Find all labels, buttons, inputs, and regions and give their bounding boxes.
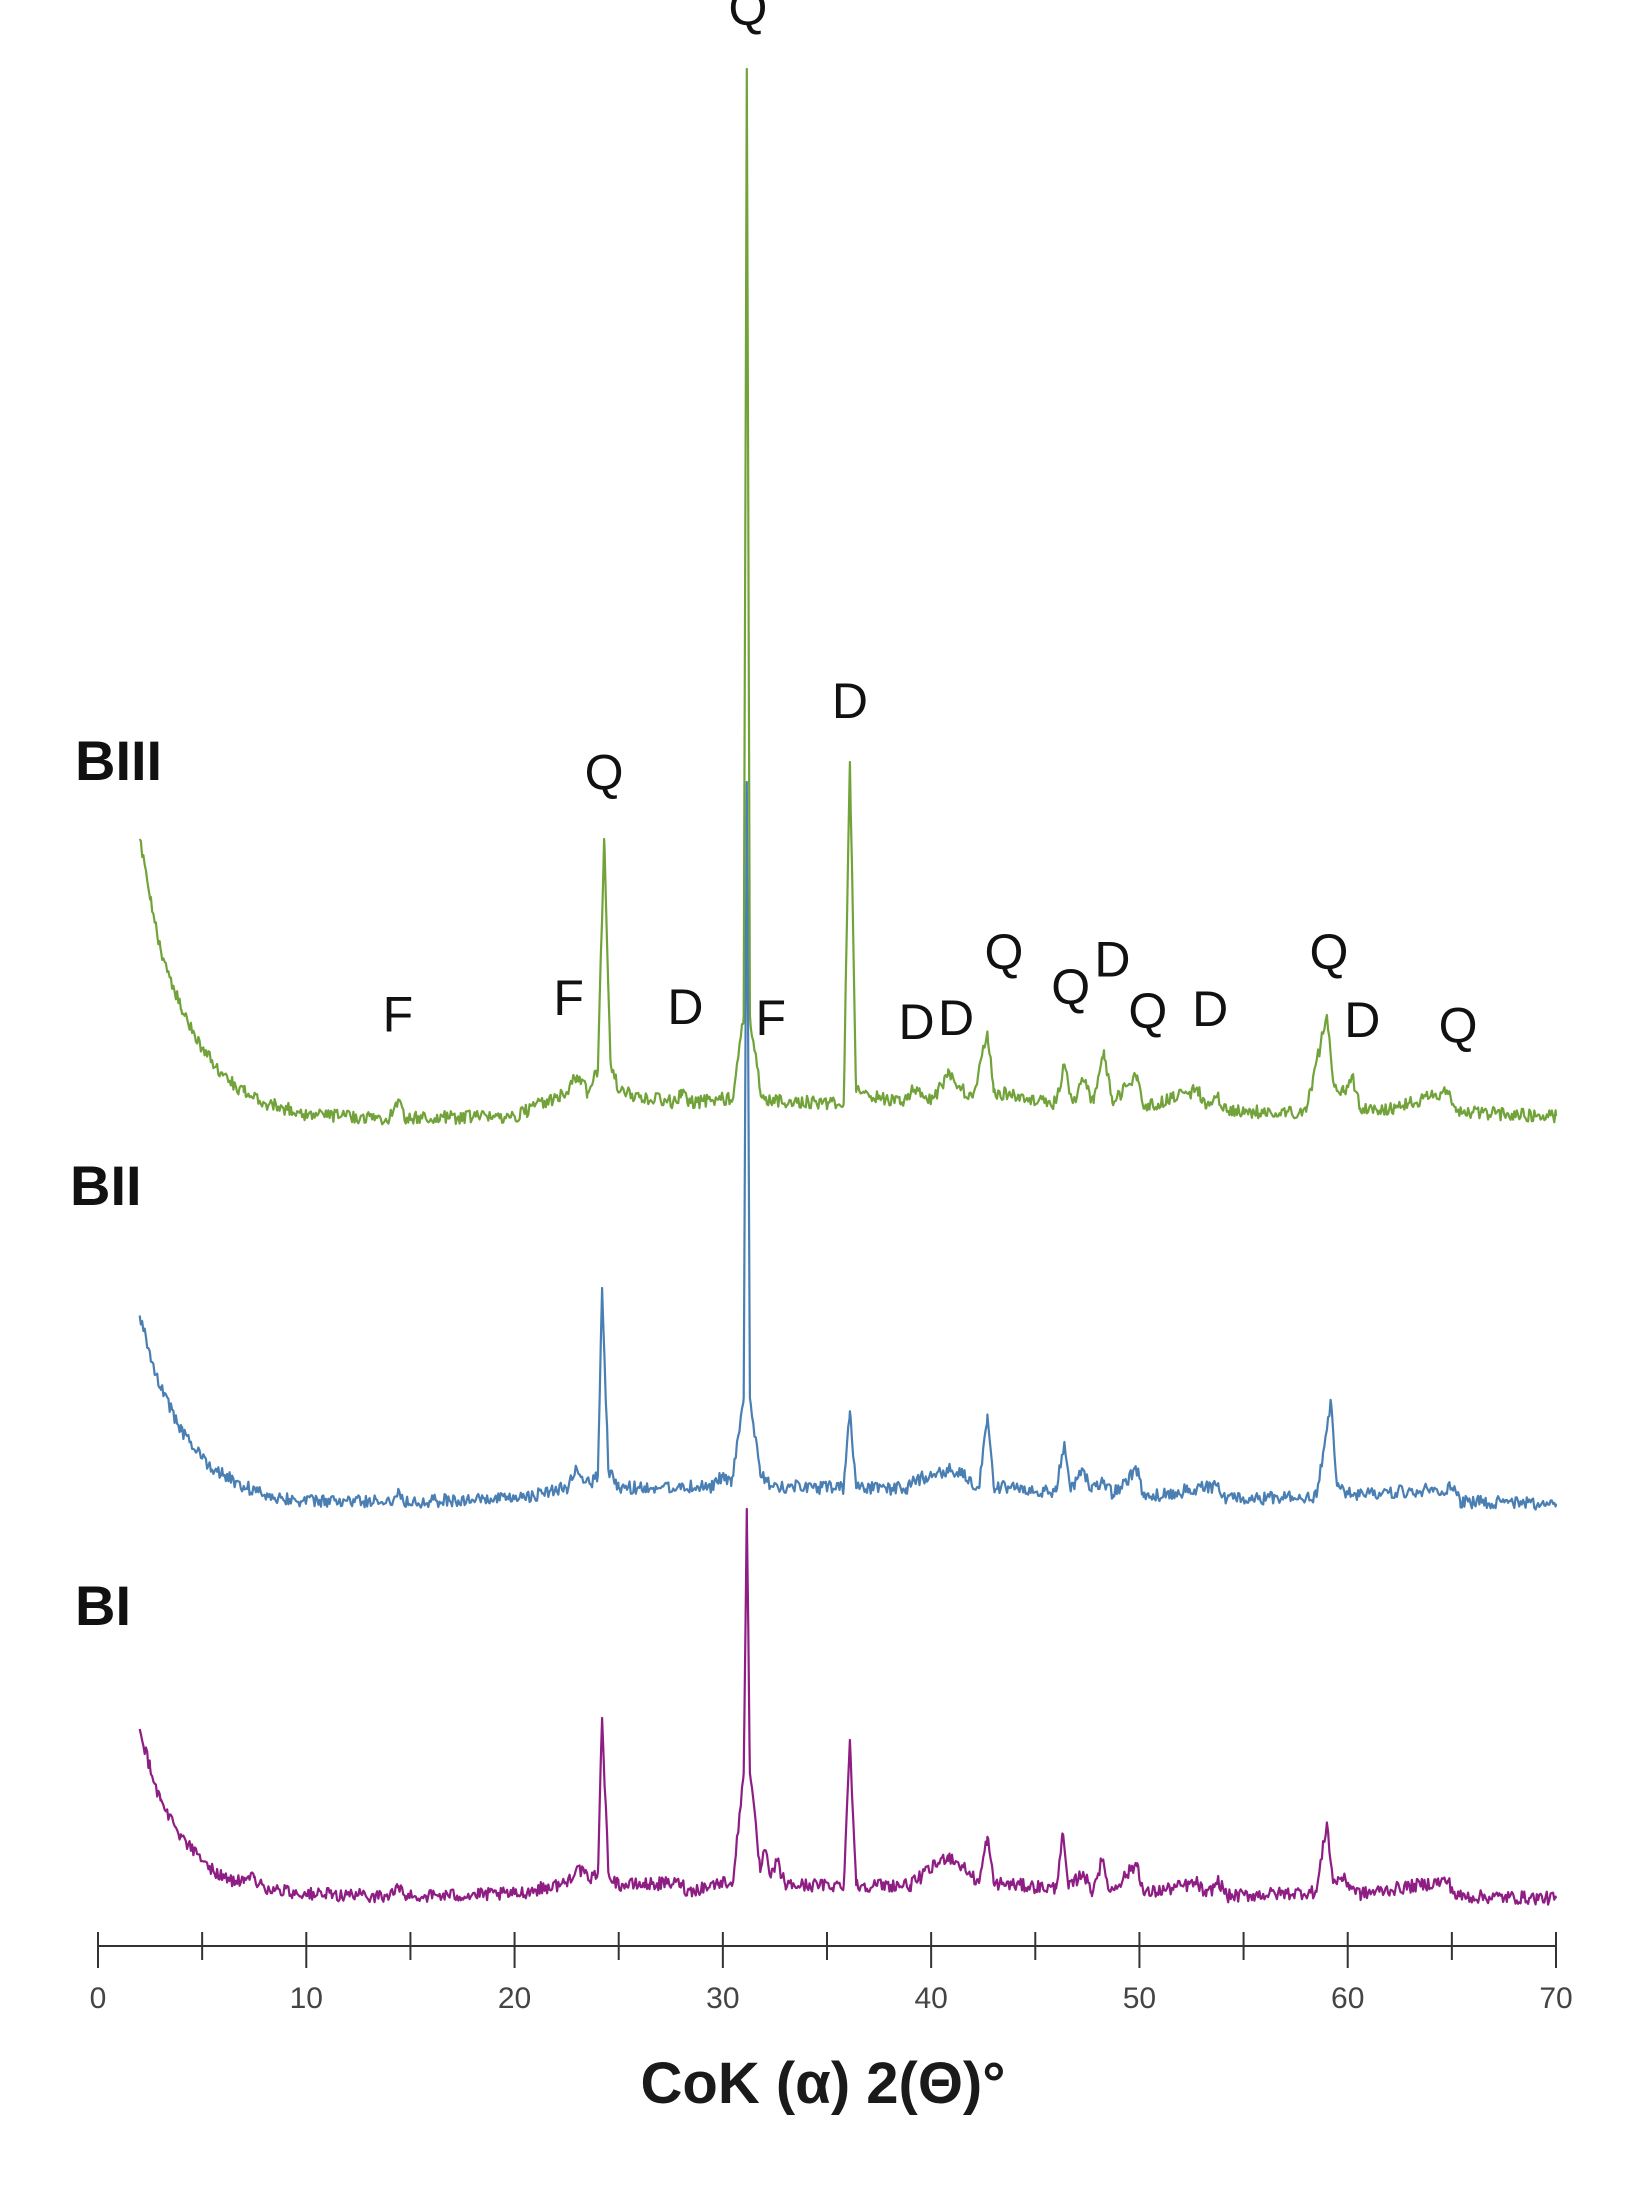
peak-label-q-16: Q [1439,998,1478,1054]
peak-label-f-4: F [553,970,584,1026]
x-tick-label-70: 70 [1539,1982,1572,2015]
peak-label-d-15: D [1344,992,1380,1048]
x-tick-label-50: 50 [1123,1982,1156,2015]
peak-label-d-7: D [899,994,935,1050]
x-axis-title: CoK (α) 2(Θ)° [641,2051,1006,2116]
peak-label-q-0: Q [728,0,767,36]
peak-label-q-10: Q [1051,959,1090,1015]
x-axis: 0 10 20 30 40 50 60 70 [90,1932,1573,2015]
series-label-bi: BI [75,1574,131,1637]
series-line-bii [138,780,1558,1511]
x-tick-label-40: 40 [914,1982,947,2015]
series-line-biii [138,67,1558,1126]
series-line-bi [138,1507,1558,1906]
peak-label-q-1: Q [585,745,624,801]
peak-label-d-11: D [1094,932,1130,988]
peak-label-d-8: D [938,990,974,1046]
peak-label-f-3: F [383,987,414,1043]
peak-label-q-14: Q [1310,924,1349,980]
peak-label-d-5: D [667,979,703,1035]
x-tick-label-30: 30 [706,1982,739,2015]
peak-label-d-13: D [1192,981,1228,1037]
peak-label-f-6: F [756,990,787,1046]
series-label-layer: BIII BII BI [70,729,162,1637]
peak-label-q-12: Q [1128,983,1167,1039]
x-tick-label-20: 20 [498,1982,531,2015]
series-label-biii: BIII [75,729,162,792]
peak-label-q-9: Q [985,924,1024,980]
peak-label-d-2: D [832,673,868,729]
x-tick-label-60: 60 [1331,1982,1364,2015]
series-layer [138,67,1558,1906]
x-tick-label-10: 10 [290,1982,323,2015]
series-label-bii: BII [70,1154,142,1217]
x-tick-label-0: 0 [90,1982,107,2015]
